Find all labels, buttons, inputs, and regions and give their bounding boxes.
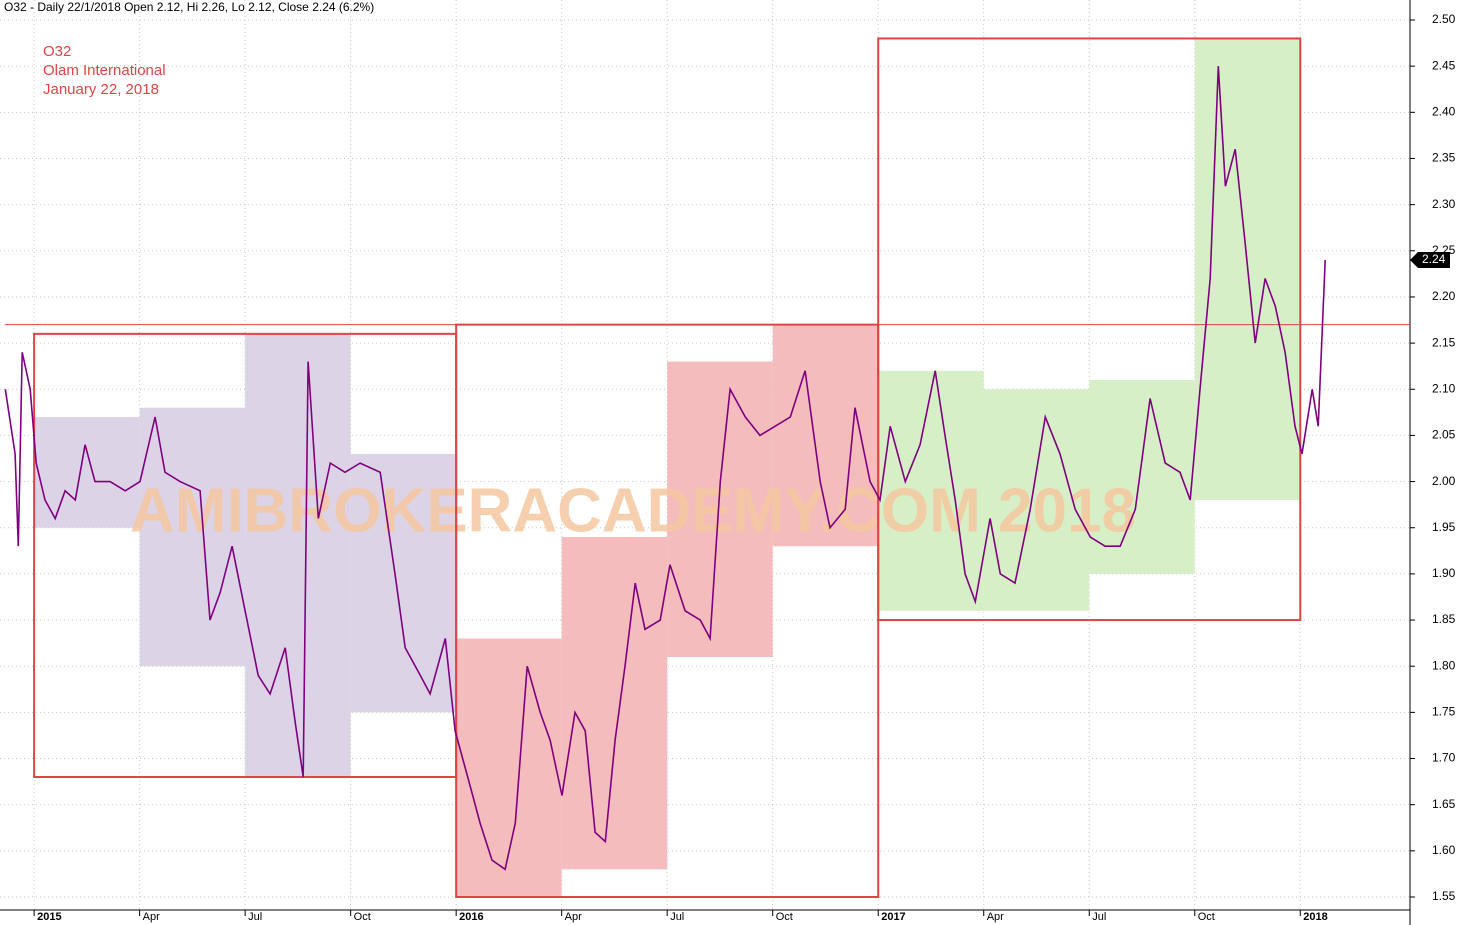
- x-tick-label: Apr: [987, 911, 1004, 923]
- annotation: January 22, 2018: [43, 81, 159, 98]
- x-tick-label: Jul: [670, 911, 684, 923]
- y-tick-label: 2.30: [1432, 197, 1456, 211]
- x-tick-label: Jul: [1092, 911, 1106, 923]
- price-line: [4, 66, 1326, 871]
- y-tick-label: 2.15: [1432, 335, 1456, 349]
- y-tick-label: 2.10: [1432, 381, 1456, 395]
- last-price-marker: [1410, 252, 1450, 269]
- range-zone: [245, 333, 351, 777]
- y-tick-label: 2.00: [1432, 474, 1456, 488]
- y-tick-label: 1.95: [1432, 520, 1456, 534]
- y-tick-label: 2.35: [1432, 151, 1456, 165]
- x-tick-label: Oct: [1198, 911, 1215, 923]
- y-tick-label: 2.05: [1432, 428, 1456, 442]
- y-tick-label: 1.80: [1432, 658, 1456, 672]
- y-tick-label: 1.65: [1432, 797, 1456, 811]
- range-zone: [561, 536, 668, 870]
- range-zone: [350, 453, 457, 713]
- range-zone: [456, 638, 562, 897]
- x-tick-label: Apr: [565, 911, 582, 923]
- range-zone: [34, 416, 140, 528]
- x-tick-label: Oct: [354, 911, 371, 923]
- y-tick-label: 1.60: [1432, 843, 1456, 857]
- x-tick-label: 2015: [37, 911, 61, 923]
- y-tick-label: 1.75: [1432, 705, 1456, 719]
- last-price-label: 2.24: [1422, 252, 1446, 266]
- y-tick-label: 2.40: [1432, 104, 1456, 118]
- x-tick-label: Apr: [143, 911, 160, 923]
- y-tick-label: 1.90: [1432, 566, 1456, 580]
- x-tick-label: 2017: [881, 911, 905, 923]
- range-zone: [139, 407, 246, 667]
- year-box: [877, 37, 1302, 622]
- x-tick-label: 2018: [1303, 911, 1327, 923]
- x-tick-label: 2016: [459, 911, 483, 923]
- x-tick-label: Jul: [248, 911, 262, 923]
- y-tick-label: 2.20: [1432, 289, 1456, 303]
- range-zone: [1089, 380, 1195, 574]
- range-zone: [878, 370, 984, 611]
- y-tick-label: 2.45: [1432, 58, 1456, 72]
- chart-header: O32 - Daily 22/1/2018 Open 2.12, Hi 2.26…: [4, 0, 374, 14]
- annotation: Olam International: [43, 62, 166, 79]
- annotation: O32: [43, 43, 71, 60]
- y-tick-label: 2.50: [1432, 12, 1456, 26]
- x-tick-label: Oct: [776, 911, 793, 923]
- y-tick-label: 1.55: [1432, 889, 1456, 903]
- y-tick-label: 1.85: [1432, 612, 1456, 626]
- y-tick-label: 1.70: [1432, 751, 1456, 765]
- watermark: AMIBROKERACADEMY.COM 2018: [130, 476, 1136, 545]
